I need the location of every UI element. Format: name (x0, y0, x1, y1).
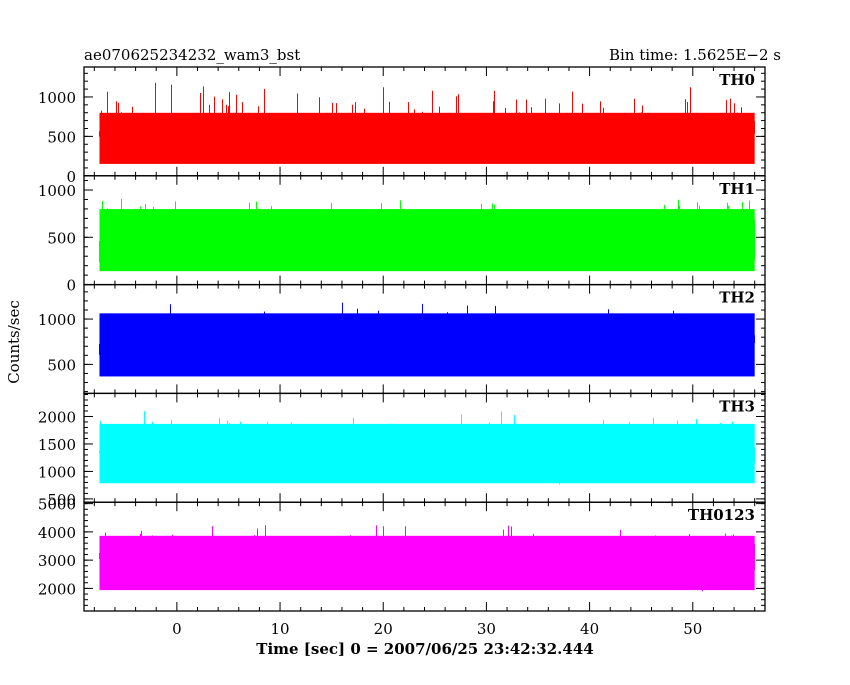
panel-label: TH0 (719, 71, 755, 89)
panel-th1: 0 500 1000 TH1 (38, 175, 766, 295)
series-line-th1 (99, 198, 755, 266)
x-tick-label: 10 (270, 620, 289, 638)
y-tick-label: 2000 (38, 408, 76, 426)
panel-label: TH0123 (688, 506, 755, 524)
y-axis-label: Counts/sec (5, 300, 23, 384)
panel-th0: 0 500 1000 TH0 (38, 66, 766, 186)
y-tick-label: 1000 (38, 182, 76, 200)
y-tick-label: 1000 (38, 463, 76, 481)
y-tick-label: 4000 (38, 524, 76, 542)
y-tick-label: 500 (47, 229, 76, 247)
series-line-th3 (99, 411, 755, 485)
x-tick-label: 0 (172, 620, 182, 638)
panel-label: TH2 (719, 289, 755, 307)
x-tick-label: 30 (477, 620, 496, 638)
panel-th0123: 2000 3000 4000 5000 TH0123 (38, 496, 766, 612)
x-tick-label: 40 (580, 620, 599, 638)
y-tick-label: 0 (66, 277, 76, 295)
y-tick-label: 5000 (38, 496, 76, 514)
chart-title: ae070625234232_wam3_bst (84, 46, 300, 64)
series-line-th0 (99, 82, 755, 161)
y-tick-label: 1000 (38, 89, 76, 107)
y-tick-label: 500 (47, 491, 76, 509)
series-line-th2 (99, 302, 755, 373)
panel-th3: 500 1000 1500 2000 TH3 (38, 392, 766, 509)
y-tick-label: 2000 (38, 580, 76, 598)
x-tick-label: 20 (374, 620, 393, 638)
y-tick-label: 1500 (38, 436, 76, 454)
x-axis-label: Time [sec] 0 = 2007/06/25 23:42:32.444 (256, 640, 593, 658)
y-tick-label: 0 (66, 168, 76, 186)
y-tick-label: 500 (47, 128, 76, 146)
bin-time-label: Bin time: 1.5625E−2 s (609, 46, 781, 64)
y-tick-label: 3000 (38, 552, 76, 570)
y-tick-label: 500 (47, 356, 76, 374)
series-line-th0123 (99, 525, 755, 592)
panel-label: TH3 (719, 397, 755, 415)
panel-th2: 500 1000 TH2 (38, 283, 766, 395)
x-tick-label: 50 (683, 620, 702, 638)
panel-label: TH1 (719, 180, 755, 198)
y-tick-label: 1000 (38, 311, 76, 329)
